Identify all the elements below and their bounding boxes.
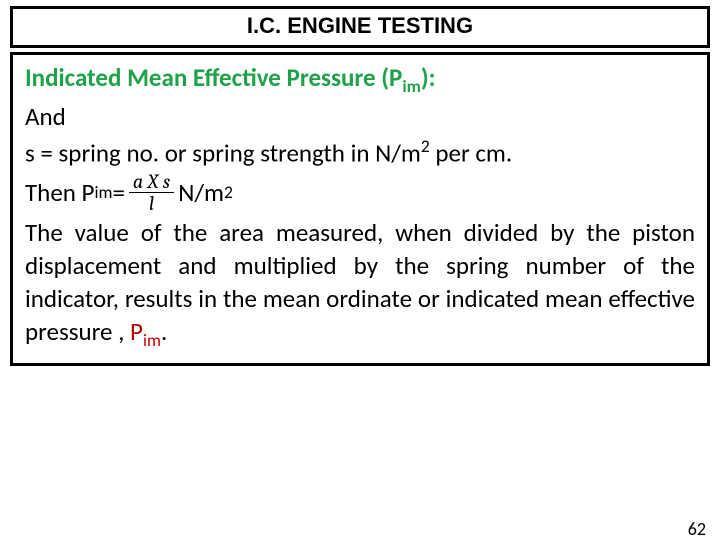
heading-suffix: ): — [421, 62, 436, 93]
formula-unit-sup: 2 — [224, 181, 233, 204]
formula-sub: im — [94, 181, 112, 204]
formula-fraction: a X s l — [129, 171, 174, 214]
pim-sub: im — [143, 329, 161, 351]
formula-then: Then P — [25, 176, 94, 209]
page-title: I.C. ENGINE TESTING — [247, 13, 473, 38]
pim-p: P — [130, 316, 143, 347]
heading-sub: im — [402, 75, 421, 97]
line-and: And — [25, 100, 695, 133]
line-s: s = spring no. or spring strength in N/m… — [25, 135, 695, 169]
pim-red: Pim — [130, 316, 161, 347]
formula-line: Then Pim = a X s l N/m2 — [25, 171, 695, 214]
title-box: I.C. ENGINE TESTING — [10, 6, 710, 48]
line-s-suffix: per cm. — [430, 137, 512, 168]
paragraph: The value of the area measured, when div… — [25, 216, 695, 352]
formula-unit-prefix: N/m — [178, 176, 224, 209]
paragraph-period: . — [161, 316, 167, 347]
heading-prefix: Indicated Mean Effective Pressure (P — [25, 62, 402, 93]
content-box: Indicated Mean Effective Pressure (Pim):… — [10, 52, 710, 366]
line-s-prefix: s = spring no. or spring strength in N/m — [25, 137, 421, 168]
line-s-sup: 2 — [421, 135, 430, 157]
paragraph-text: The value of the area measured, when div… — [25, 217, 695, 347]
section-heading: Indicated Mean Effective Pressure (Pim): — [25, 61, 695, 98]
formula-num: a X s — [129, 171, 174, 193]
page-number: 62 — [688, 518, 706, 540]
formula-den: l — [145, 193, 158, 214]
formula-eq: = — [112, 176, 124, 209]
